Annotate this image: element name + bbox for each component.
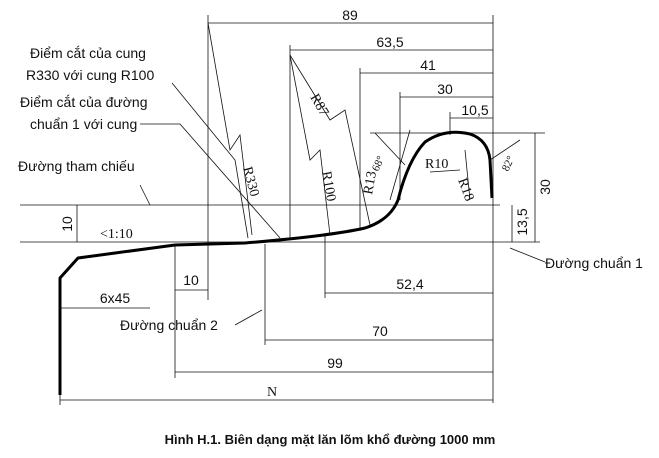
caption: Hình H.1. Biên dạng mặt lăn lõm khổ đườn…: [165, 432, 496, 447]
dim: 99: [327, 355, 343, 371]
annotation: Đường chuẩn 2: [120, 317, 218, 333]
construction-lines: [20, 15, 546, 405]
dim: 13,5: [514, 208, 530, 235]
annotation: Điểm cắt của cung: [30, 45, 146, 61]
dim: 41: [420, 57, 436, 73]
dim: 10: [59, 216, 75, 232]
dim: 89: [342, 7, 358, 23]
radius: R13: [361, 170, 380, 196]
radius: R87: [307, 92, 332, 120]
radius: R18: [454, 176, 476, 203]
dim: 30: [437, 81, 453, 97]
annotation: R330 với cung R100: [26, 67, 154, 83]
annotation: Đường tham chiếu: [18, 158, 135, 174]
angle: 82°: [500, 154, 517, 173]
dim: 30: [537, 179, 553, 195]
dim: 10,5: [461, 102, 488, 118]
annotation: chuẩn 1 với cung: [30, 116, 137, 132]
dim: 70: [372, 323, 388, 339]
radius: R100: [318, 170, 338, 202]
angle: 68°: [370, 154, 387, 173]
dim: 52,4: [396, 276, 423, 292]
dim: N: [267, 385, 277, 400]
labels: 89 63,5 41 30 10,5 30 13,5 10 10 6x45 52…: [18, 7, 643, 447]
dim: 10: [183, 272, 199, 288]
annotation: Đường chuẩn 1: [545, 255, 643, 271]
dim: 6x45: [100, 290, 131, 306]
radius: R330: [239, 165, 261, 198]
wheel-profile: [58, 130, 494, 395]
taper: <1:10: [100, 227, 133, 242]
radius: R10: [425, 157, 448, 172]
annotation: Điểm cắt của đường: [20, 94, 148, 110]
dim: 63,5: [376, 34, 403, 50]
